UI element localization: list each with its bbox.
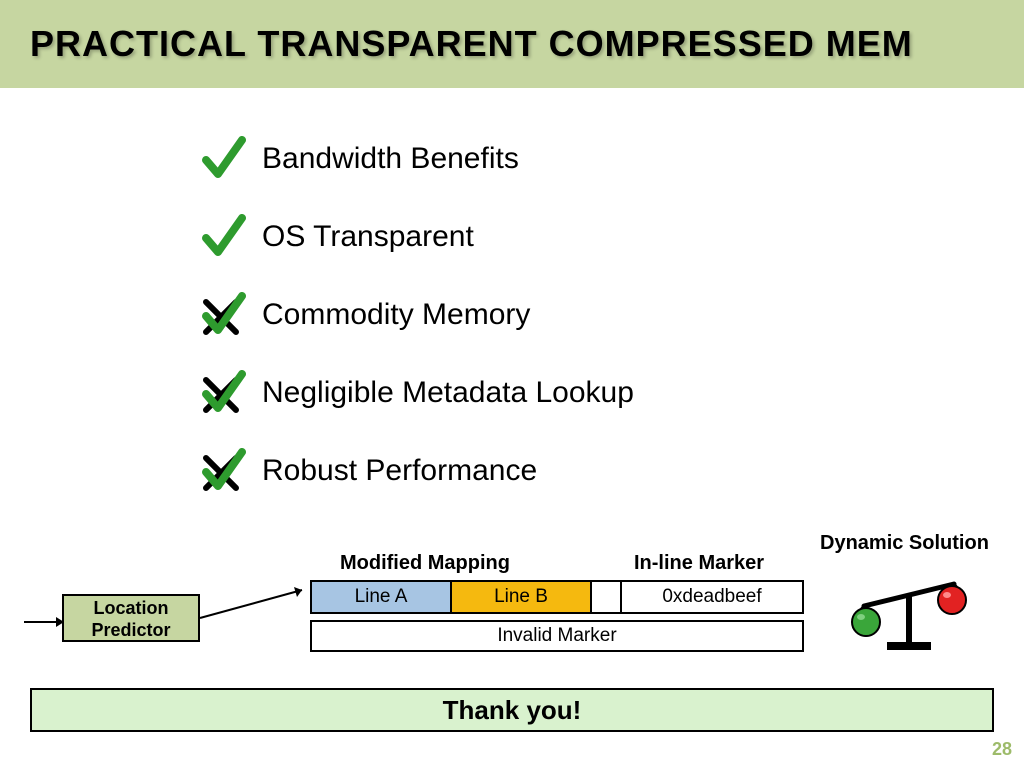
check-icon bbox=[200, 136, 246, 182]
bullet-row: OS Transparent bbox=[200, 214, 634, 260]
slide-title: PRACTICAL TRANSPARENT COMPRESSED MEM bbox=[30, 23, 913, 65]
mapping-segment: Line B bbox=[452, 582, 592, 612]
bullet-row: Negligible Metadata Lookup bbox=[200, 370, 634, 416]
mapping-box: Line ALine B 0xdeadbeef bbox=[310, 580, 804, 614]
bullet-row: Bandwidth Benefits bbox=[200, 136, 634, 182]
invalid-marker-box: Invalid Marker bbox=[310, 620, 804, 652]
mapping-segment: 0xdeadbeef bbox=[622, 582, 802, 612]
arrow-icon bbox=[198, 578, 316, 628]
modified-mapping-label: Modified Mapping bbox=[340, 552, 510, 575]
loc-pred-line1: Location bbox=[94, 598, 169, 618]
mapping-segment: Line A bbox=[312, 582, 452, 612]
mapping-segment bbox=[592, 582, 622, 612]
check-icon bbox=[200, 214, 246, 260]
title-bar: PRACTICAL TRANSPARENT COMPRESSED MEM bbox=[0, 0, 1024, 88]
bullet-list: Bandwidth Benefits OS Transparent Commodit… bbox=[200, 136, 634, 526]
bullet-text: Robust Performance bbox=[262, 454, 537, 488]
thank-you-box: Thank you! bbox=[30, 688, 994, 732]
dynamic-solution-label: Dynamic Solution bbox=[820, 532, 989, 555]
arrow-icon bbox=[24, 616, 64, 628]
check-over-x-icon bbox=[200, 292, 246, 338]
inline-marker-label: In-line Marker bbox=[634, 552, 764, 575]
check-over-x-icon bbox=[200, 448, 246, 494]
bullet-row: Commodity Memory bbox=[200, 292, 634, 338]
loc-pred-line2: Predictor bbox=[91, 620, 170, 640]
bullet-text: Negligible Metadata Lookup bbox=[262, 376, 634, 410]
check-over-x-icon bbox=[200, 370, 246, 416]
diagram-area: Location Predictor Modified Mapping In-l… bbox=[0, 520, 1024, 680]
balance-scale-icon bbox=[842, 564, 972, 654]
page-number: 28 bbox=[992, 739, 1012, 760]
bullet-text: OS Transparent bbox=[262, 220, 474, 254]
bullet-text: Commodity Memory bbox=[262, 298, 530, 332]
bullet-text: Bandwidth Benefits bbox=[262, 142, 519, 176]
location-predictor-box: Location Predictor bbox=[62, 594, 200, 642]
bullet-row: Robust Performance bbox=[200, 448, 634, 494]
